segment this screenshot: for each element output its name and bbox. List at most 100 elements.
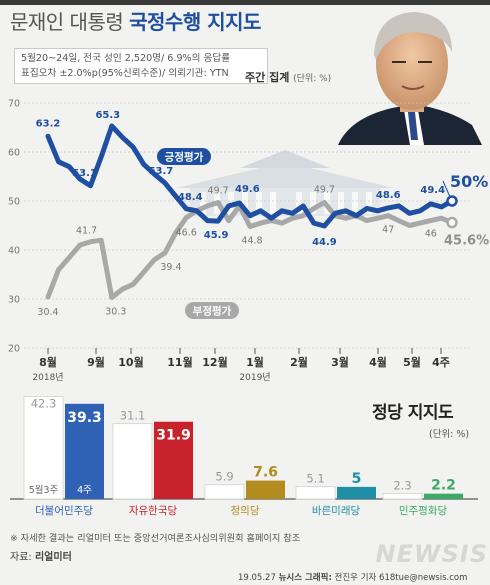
footnote: ※ 자세한 결과는 리얼미터 또는 중앙선거여론조사심의위원회 홈페이지 참조 [10, 533, 301, 544]
bar-current-value: 7.6 [253, 465, 278, 481]
bar-prev-value: 5.1 [306, 472, 324, 486]
bar-prev-week [23, 396, 64, 500]
disapprove-data-label: 30.3 [105, 307, 126, 318]
party-name-label: 바른미래당 [312, 505, 361, 517]
approve-series-name-bg [157, 148, 211, 165]
disapprove-data-label: 30.4 [37, 307, 58, 318]
y-tick-label: 30 [8, 295, 20, 306]
president-portrait [338, 12, 482, 145]
bar-prev-value: 42.3 [31, 397, 57, 411]
x-year-label: 2018년 [32, 372, 63, 383]
x-tick-label: 2월 [290, 355, 308, 369]
party-name-label: 정의당 [231, 505, 260, 517]
approve-data-label: 48.6 [376, 190, 401, 201]
source-line: 자료: 리얼미터 [10, 548, 72, 563]
bar-current-week [154, 421, 193, 499]
x-tick-label: 4주 [432, 356, 450, 369]
bar-current-value: 2.2 [431, 478, 456, 494]
page-title: 문재인 대통령 국정수행 지지도 [10, 6, 261, 35]
approve-data-label: 45.9 [204, 230, 229, 241]
party-name-label: 자유한국당 [129, 505, 178, 517]
bar-prev-week [112, 423, 153, 500]
y-tick-label: 40 [8, 246, 20, 257]
approve-series-name: 긍정평가 [165, 151, 204, 164]
approve-data-label: 49.4 [420, 185, 445, 196]
bar-current-week [246, 480, 285, 499]
x-year-label: 2019년 [239, 372, 270, 383]
svg-text:NEWSIS: NEWSIS [376, 540, 488, 568]
bar-prev-week [295, 486, 336, 500]
credit-line: 19.05.27 뉴시스 그래픽: 전진우 기자 618tue@newsis.c… [238, 571, 467, 583]
approve-latest-leader [442, 180, 451, 198]
title-prefix: 문재인 대통령 [10, 10, 124, 34]
credit-person: 전진우 기자 618tue@newsis.com [334, 573, 468, 583]
approve-data-label: 49.6 [235, 184, 260, 195]
period-label-current: 4주 [77, 485, 92, 496]
title-main: 국정수행 지지도 [129, 10, 261, 34]
party-bar-chart: 42.3 39.3 더불어민주당 31.1 31.9 자유한국당 5.9 7.6 정의당 5.1 5… [10, 396, 478, 517]
x-tick-label: 1월 [246, 355, 264, 369]
bar-current-week [65, 403, 104, 499]
approve-line [45, 123, 455, 229]
series-end-marker [446, 195, 458, 207]
top-accent-bar [0, 0, 490, 5]
disapprove-latest-value: 45.6% [444, 234, 489, 249]
newsis-logo: NEWSIS [376, 540, 488, 568]
x-tick-label: 4월 [369, 355, 387, 369]
approve-data-label: 44.9 [312, 237, 337, 248]
x-tick-label: 3월 [331, 355, 349, 369]
line-chart-unit: 주간 집계 (단위: %) [245, 69, 331, 85]
bar-current-value: 5 [352, 471, 362, 487]
approve-data-label: 53.7 [149, 166, 174, 177]
bar-prev-value: 5.9 [215, 470, 233, 484]
x-tick-label: 11월 [167, 355, 192, 369]
credit-date: 19.05.27 [238, 573, 276, 583]
x-axis: 8월 9월 10월 11월 12월 1월 2월 3월 4월 5월 4주 2018년 2019년 [32, 348, 450, 383]
approve-data-label: 65.3 [95, 110, 120, 121]
party-name-label: 더불어민주당 [35, 505, 93, 517]
disapprove-data-label: 39.4 [160, 262, 181, 273]
period-label-prev: 5월3주 [29, 484, 59, 496]
disapprove-data-label: 46.6 [176, 228, 197, 239]
survey-info-line1: 5월20~24일, 전국 성인 2,520명/ 6.9%의 응답률 [21, 53, 231, 64]
approve-latest-value: 50% [450, 172, 488, 191]
disapprove-series-name-bg [185, 302, 239, 319]
bar-current-week [424, 493, 463, 499]
bar-prev-week [204, 484, 245, 500]
source-name: 리얼미터 [34, 552, 72, 563]
disapprove-data-label: 44.8 [241, 235, 262, 246]
credit-org: 뉴시스 그래픽: [278, 573, 332, 583]
disapprove-data-label: 49.7 [208, 185, 229, 196]
disapprove-line [45, 200, 455, 300]
bar-prev-value: 2.3 [393, 478, 411, 492]
x-tick-label: 9월 [87, 355, 105, 369]
party-chart-title: 정당 지지도 [372, 403, 454, 423]
x-tick-label: 5월 [403, 355, 421, 369]
disapprove-data-label: 49.7 [314, 184, 335, 195]
y-tick-label: 20 [8, 344, 20, 355]
bar-prev-week [382, 493, 423, 500]
y-tick-label: 50 [8, 197, 20, 208]
party-name-label: 민주평화당 [399, 505, 448, 517]
disapprove-data-label: 47 [382, 225, 394, 236]
source-label: 자료: [10, 552, 32, 563]
bar-current-value: 31.9 [156, 428, 191, 444]
approve-data-label: 63.2 [36, 118, 61, 129]
y-tick-label: 70 [8, 99, 20, 110]
x-tick-label: 8월 [39, 355, 57, 369]
x-tick-label: 10월 [118, 355, 143, 369]
survey-info-line2: 표집오차 ±2.0%p(95%신뢰수준)/ 의뢰기관: YTN [21, 68, 229, 79]
x-tick-label: 12월 [202, 355, 227, 369]
y-tick-label: 60 [8, 148, 20, 159]
survey-info-box: 5월20~24일, 전국 성인 2,520명/ 6.9%의 응답률 표집오차 ±… [14, 48, 268, 84]
approve-data-label: 53.1 [72, 168, 97, 179]
line-series [45, 123, 458, 300]
approve-data-label: 48.4 [178, 192, 203, 203]
chart-grid: 20 30 40 50 60 70 [8, 99, 470, 355]
bar-current-week [337, 486, 376, 499]
bar-current-value: 39.3 [67, 410, 102, 426]
disapprove-data-label: 41.7 [76, 226, 97, 237]
disapprove-data-label: 46 [425, 229, 437, 240]
